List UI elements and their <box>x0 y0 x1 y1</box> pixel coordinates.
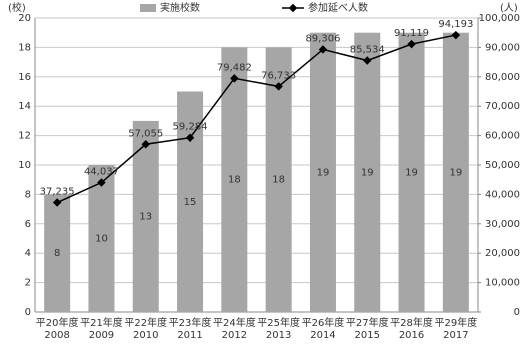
value-label: 37,235 <box>40 187 75 198</box>
bar-label: 19 <box>405 167 418 178</box>
legend-swatch <box>288 3 298 13</box>
x-tick-label: 2011 <box>177 330 202 341</box>
x-tick-label: 平25年度 <box>257 316 300 329</box>
value-label: 59,284 <box>173 122 208 133</box>
y2-tick-label: 70,000 <box>485 101 520 112</box>
value-label: 94,193 <box>438 19 473 30</box>
bar <box>177 91 204 312</box>
x-tick-label: 2010 <box>133 330 158 341</box>
bar-label: 15 <box>184 197 197 208</box>
legend-label: 実施校数 <box>160 1 200 14</box>
bar <box>354 32 381 312</box>
value-label: 57,055 <box>128 128 163 139</box>
y-tick-label: 8 <box>25 189 31 200</box>
x-tick-label: 平20年度 <box>36 316 79 329</box>
y-tick-label: 16 <box>18 72 31 83</box>
y2-tick-label: 30,000 <box>485 219 520 230</box>
line <box>56 34 456 204</box>
legend-label: 参加延べ人数 <box>308 1 368 14</box>
marker <box>363 56 372 65</box>
y2-tick-label: 50,000 <box>485 160 520 171</box>
x-tick-label: 2016 <box>399 330 424 341</box>
y-tick-label: 6 <box>25 219 31 230</box>
x-tick-label: 2008 <box>44 330 69 341</box>
bar <box>398 32 425 312</box>
bar-label: 19 <box>449 167 462 178</box>
y2-tick-label: 90,000 <box>485 42 520 53</box>
bar-label: 13 <box>139 211 152 222</box>
y2-tick-label: 100,000 <box>479 13 520 24</box>
x-tick-label: 平21年度 <box>80 316 123 329</box>
x-tick-label: 平28年度 <box>390 316 433 329</box>
y2-tick-label: 20,000 <box>485 248 520 259</box>
y2-tick-label: 80,000 <box>485 72 520 83</box>
y2-unit: (人) <box>500 2 518 14</box>
bar <box>442 32 469 312</box>
value-label: 44,037 <box>84 167 119 178</box>
y-tick-label: 4 <box>25 248 31 259</box>
y2-tick-label: 60,000 <box>485 131 520 142</box>
x-tick-label: 平29年度 <box>434 316 477 329</box>
y2-tick-label: 40,000 <box>485 189 520 200</box>
bar <box>132 120 159 313</box>
bar <box>44 194 71 312</box>
y-tick-label: 12 <box>18 131 31 142</box>
value-label: 79,482 <box>217 62 252 73</box>
bar <box>309 32 336 312</box>
bar-label: 18 <box>272 175 285 186</box>
bar-label: 8 <box>54 248 60 259</box>
bar <box>265 47 292 313</box>
x-tick-label: 平23年度 <box>169 316 212 329</box>
value-label: 89,306 <box>305 33 340 44</box>
x-tick-label: 平22年度 <box>124 316 167 329</box>
marker <box>52 198 62 207</box>
legend-swatch <box>140 4 156 12</box>
marker <box>451 30 461 40</box>
value-label: 91,119 <box>394 28 429 39</box>
bar <box>221 47 248 313</box>
x-tick-label: 2015 <box>355 330 380 341</box>
value-label: 85,534 <box>350 45 385 56</box>
y-tick-label: 10 <box>18 160 31 171</box>
x-tick-label: 2013 <box>266 330 291 341</box>
bar-label: 18 <box>228 175 241 186</box>
bar-label: 19 <box>317 167 330 178</box>
y-tick-label: 20 <box>18 13 31 24</box>
y-tick-label: 2 <box>25 278 31 289</box>
y-tick-label: 0 <box>25 307 31 318</box>
x-tick-label: 平27年度 <box>346 316 389 329</box>
x-tick-label: 平24年度 <box>213 316 256 329</box>
bar-label: 10 <box>95 234 108 245</box>
marker <box>230 74 239 83</box>
y2-tick-label: 10,000 <box>485 278 520 289</box>
x-tick-label: 2012 <box>222 330 247 341</box>
marker <box>185 133 195 142</box>
x-tick-label: 2009 <box>89 330 114 341</box>
y-tick-label: 14 <box>18 101 31 112</box>
y2-tick-label: 0 <box>514 307 520 318</box>
bar-label: 19 <box>361 167 374 178</box>
marker <box>407 39 416 49</box>
marker <box>318 45 328 54</box>
x-tick-label: 2017 <box>443 330 468 341</box>
bar <box>88 165 115 312</box>
value-label: 76,733 <box>261 70 296 81</box>
x-tick-label: 平26年度 <box>302 316 345 329</box>
marker <box>274 82 283 91</box>
marker <box>141 140 150 149</box>
x-tick-label: 2014 <box>310 330 335 341</box>
marker <box>97 178 106 187</box>
y-unit: (校) <box>8 1 26 14</box>
y-tick-label: 18 <box>18 42 31 53</box>
